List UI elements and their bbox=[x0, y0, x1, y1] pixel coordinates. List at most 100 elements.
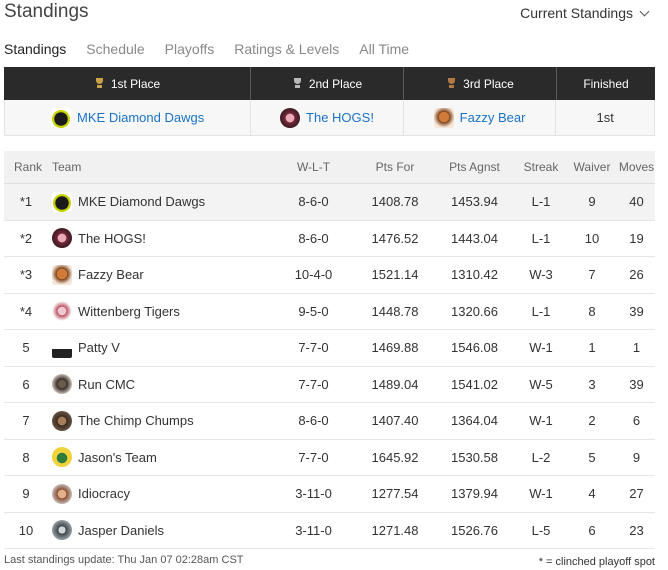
wlt-cell: 7-7-0 bbox=[298, 340, 329, 356]
tab-standings[interactable]: Standings bbox=[4, 41, 67, 57]
table-row: *2 The HOGS! 8-6-0 1476.52 1443.04 L-1 1… bbox=[4, 221, 655, 257]
team-cell[interactable]: Wittenberg Tigers bbox=[48, 301, 270, 322]
pts-for-cell: 1645.92 bbox=[371, 449, 419, 465]
team-logo-icon bbox=[52, 410, 72, 431]
team-cell[interactable]: Fazzy Bear bbox=[48, 264, 270, 285]
tab-playoffs[interactable]: Playoffs bbox=[164, 41, 215, 57]
podium-first-team[interactable]: MKE Diamond Dawgs bbox=[5, 100, 252, 135]
waiver-cell: 8 bbox=[588, 303, 596, 319]
table-row: 5 Patty V 7-7-0 1469.88 1546.08 W-1 1 1 bbox=[4, 330, 655, 367]
rank-cell: 6 bbox=[22, 376, 30, 392]
team-name[interactable]: The HOGS! bbox=[78, 230, 146, 246]
team-name[interactable]: Run CMC bbox=[78, 376, 136, 392]
waiver-cell: 9 bbox=[588, 194, 596, 210]
moves-cell: 6 bbox=[632, 413, 641, 429]
team-link[interactable]: The HOGS! bbox=[306, 110, 374, 125]
podium-header-label: 3rd Place bbox=[463, 76, 514, 91]
clinched-legend: * = clinched playoff spot bbox=[538, 556, 655, 568]
table-row: 6 Run CMC 7-7-0 1489.04 1541.02 W-5 3 39 bbox=[4, 367, 655, 403]
pts-agnst-cell: 1526.76 bbox=[451, 522, 498, 538]
team-cell[interactable]: MKE Diamond Dawgs bbox=[48, 191, 270, 212]
team-name[interactable]: MKE Diamond Dawgs bbox=[78, 194, 206, 210]
team-logo-icon bbox=[52, 374, 72, 395]
team-link[interactable]: Fazzy Bear bbox=[459, 110, 526, 125]
col-waiver[interactable]: Waiver bbox=[573, 160, 611, 174]
col-rank[interactable]: Rank bbox=[14, 160, 43, 174]
podium-header-row: 1st Place 2nd Place 3rd Place Finished bbox=[4, 67, 655, 100]
tab-ratings-levels[interactable]: Ratings & Levels bbox=[234, 41, 340, 57]
waiver-cell: 5 bbox=[588, 449, 596, 465]
pts-agnst-cell: 1443.04 bbox=[451, 230, 498, 246]
wlt-cell: 8-6-0 bbox=[298, 230, 329, 246]
wlt-cell: 3-11-0 bbox=[295, 486, 332, 502]
col-pts-agnst[interactable]: Pts Agnst bbox=[449, 160, 500, 174]
team-cell[interactable]: Idiocracy bbox=[48, 483, 270, 504]
team-cell[interactable]: The HOGS! bbox=[48, 228, 270, 249]
pts-for-cell: 1448.78 bbox=[371, 303, 419, 319]
team-cell[interactable]: Patty V bbox=[48, 337, 270, 358]
table-row: *4 Wittenberg Tigers 9-5-0 1448.78 1320.… bbox=[4, 294, 655, 330]
bronze-trophy-icon bbox=[446, 78, 457, 89]
chevron-down-icon bbox=[639, 6, 650, 16]
pts-for-cell: 1271.48 bbox=[371, 522, 419, 538]
team-cell[interactable]: Jasper Daniels bbox=[48, 520, 270, 541]
podium-header-second: 2nd Place bbox=[251, 67, 404, 100]
streak-cell: L-1 bbox=[531, 230, 551, 246]
team-name[interactable]: Wittenberg Tigers bbox=[78, 303, 180, 319]
streak-cell: W-1 bbox=[529, 340, 553, 356]
col-moves[interactable]: Moves bbox=[618, 160, 655, 174]
tab-schedule[interactable]: Schedule bbox=[86, 41, 145, 57]
team-cell[interactable]: Run CMC bbox=[48, 374, 270, 395]
podium-header-label: 1st Place bbox=[110, 76, 161, 91]
pts-for-cell: 1469.88 bbox=[371, 340, 419, 356]
rank-cell: 10 bbox=[18, 522, 34, 538]
col-team[interactable]: Team bbox=[52, 160, 82, 174]
col-streak[interactable]: Streak bbox=[523, 160, 559, 174]
wlt-cell: 9-5-0 bbox=[298, 303, 329, 319]
waiver-cell: 1 bbox=[588, 340, 596, 356]
streak-cell: W-3 bbox=[529, 267, 553, 283]
rank-cell: *1 bbox=[19, 194, 33, 210]
pts-agnst-cell: 1546.08 bbox=[451, 340, 498, 356]
podium-header-first: 1st Place bbox=[4, 67, 251, 100]
team-name[interactable]: Jasper Daniels bbox=[78, 522, 164, 538]
table-row: *1 MKE Diamond Dawgs 8-6-0 1408.78 1453.… bbox=[4, 184, 655, 221]
pts-for-cell: 1489.04 bbox=[371, 376, 419, 392]
podium-summary: 1st Place 2nd Place 3rd Place Finished M… bbox=[4, 67, 655, 136]
waiver-cell: 4 bbox=[588, 486, 596, 502]
team-name[interactable]: Patty V bbox=[78, 340, 120, 356]
moves-cell: 23 bbox=[629, 522, 644, 538]
pts-for-cell: 1408.78 bbox=[371, 194, 419, 210]
team-logo-icon bbox=[52, 337, 72, 358]
podium-second-team[interactable]: The HOGS! bbox=[251, 100, 404, 135]
pts-agnst-cell: 1320.66 bbox=[451, 303, 498, 319]
streak-cell: L-5 bbox=[531, 522, 551, 538]
rank-cell: 8 bbox=[22, 449, 30, 465]
team-logo-icon bbox=[52, 228, 72, 249]
rank-cell: 5 bbox=[22, 340, 30, 356]
podium-third-team[interactable]: Fazzy Bear bbox=[404, 100, 557, 135]
gold-trophy-icon bbox=[94, 78, 105, 89]
wlt-cell: 10-4-0 bbox=[294, 267, 333, 283]
team-cell[interactable]: Jason's Team bbox=[48, 447, 270, 468]
streak-cell: W-1 bbox=[529, 486, 553, 502]
podium-header-third: 3rd Place bbox=[404, 67, 557, 100]
team-link[interactable]: MKE Diamond Dawgs bbox=[77, 110, 205, 125]
tab-bar: Standings Schedule Playoffs Ratings & Le… bbox=[4, 34, 656, 64]
team-logo-icon bbox=[433, 107, 454, 128]
team-cell[interactable]: The Chimp Chumps bbox=[48, 410, 270, 431]
team-name[interactable]: The Chimp Chumps bbox=[78, 413, 194, 429]
tab-all-time[interactable]: All Time bbox=[359, 41, 410, 57]
moves-cell: 39 bbox=[629, 303, 644, 319]
team-logo-icon bbox=[51, 107, 72, 128]
standings-view-dropdown[interactable]: Current Standings bbox=[520, 5, 650, 21]
team-name[interactable]: Idiocracy bbox=[78, 486, 131, 502]
team-name[interactable]: Jason's Team bbox=[78, 449, 157, 465]
waiver-cell: 6 bbox=[588, 522, 596, 538]
team-name[interactable]: Fazzy Bear bbox=[78, 267, 144, 283]
col-pts-for[interactable]: Pts For bbox=[375, 160, 415, 174]
rank-cell: *2 bbox=[19, 230, 33, 246]
col-wlt[interactable]: W-L-T bbox=[296, 160, 331, 174]
rank-cell: 9 bbox=[22, 486, 30, 502]
streak-cell: L-1 bbox=[531, 194, 551, 210]
